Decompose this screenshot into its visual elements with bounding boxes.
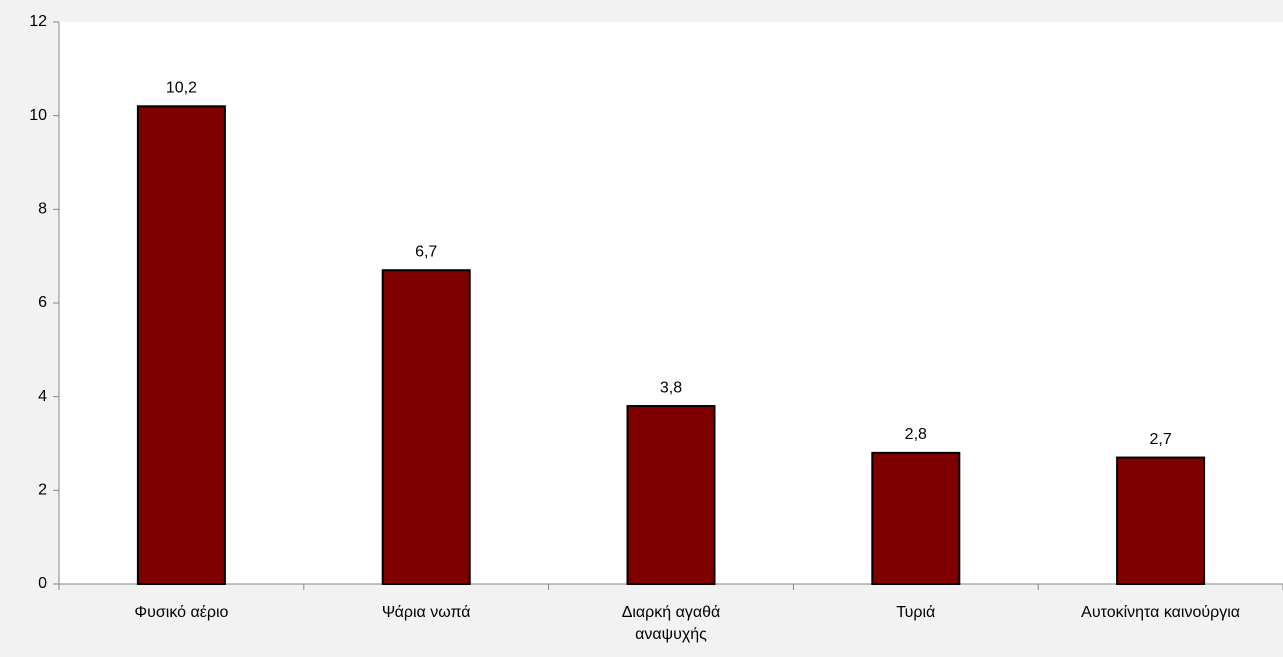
x-tick-label: Τυριά — [896, 604, 936, 621]
y-tick-label: 2 — [38, 482, 47, 499]
y-tick-label: 4 — [38, 388, 47, 405]
bar — [871, 451, 961, 585]
x-tick-label: Ψάρια νωπά — [381, 604, 471, 621]
bar — [381, 269, 471, 585]
bar — [1116, 456, 1206, 585]
value-label: 10,2 — [166, 80, 197, 97]
bar — [136, 105, 226, 586]
y-tick-label: 6 — [38, 294, 47, 311]
value-label: 3,8 — [660, 379, 682, 396]
value-label: 2,8 — [905, 426, 927, 443]
x-tick-label: Διαρκή αγαθά αναψυχής — [621, 604, 721, 643]
bar — [626, 405, 716, 585]
value-label: 6,7 — [415, 243, 437, 260]
x-tick-label: Φυσικό αέριο — [134, 604, 229, 621]
x-tick-label: Αυτοκίνητα καινούργια — [1081, 604, 1240, 621]
y-tick-label: 0 — [38, 575, 47, 592]
y-tick-label: 12 — [29, 13, 47, 30]
y-tick-label: 10 — [29, 107, 47, 124]
y-tick-label: 8 — [38, 201, 47, 218]
value-label: 2,7 — [1149, 431, 1171, 448]
